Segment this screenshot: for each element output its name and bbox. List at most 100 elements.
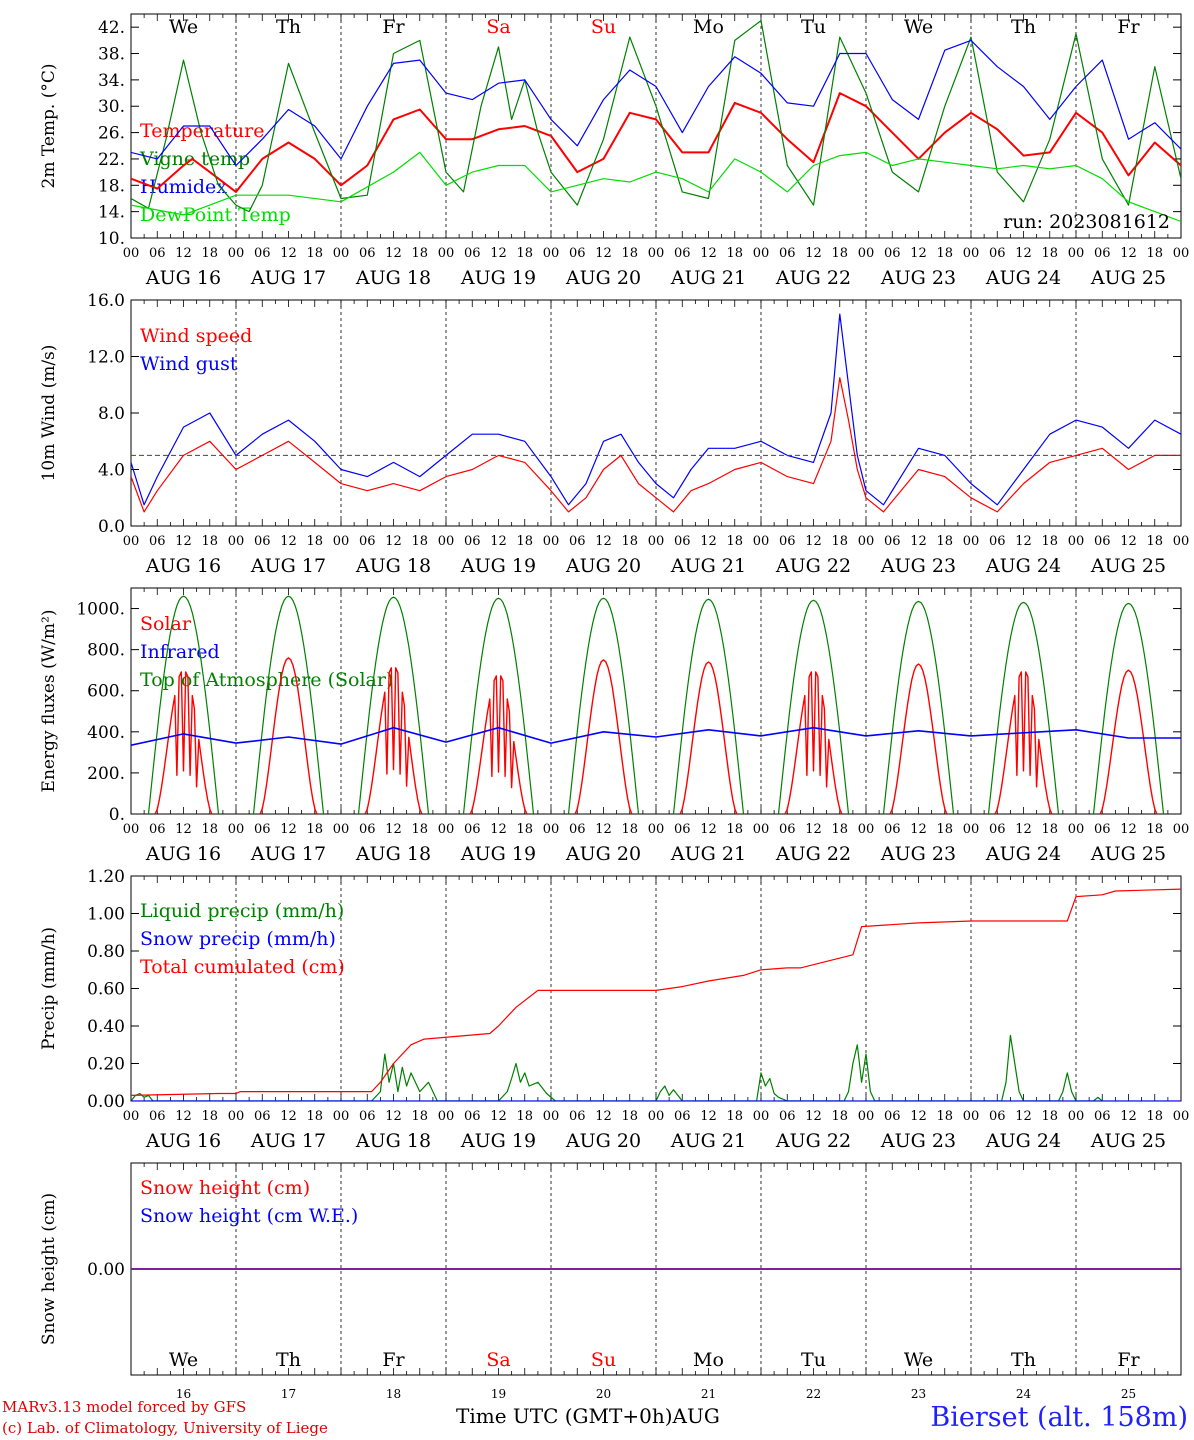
panel2-series-2 [131,313,1181,506]
panel4-hour-label: 18 [726,1109,743,1124]
panel3-solar-day-8 [889,663,948,814]
panel4-y-tick-label: 1.00 [87,905,125,925]
panel2-hour-label: 12 [175,534,192,549]
panel3-date-label: AUG 16 [145,843,221,865]
panel4-hour-label: 06 [359,1109,376,1124]
panel1-hour-label: 12 [490,246,507,261]
panel2-y-tick-label: 8.0 [98,404,125,424]
panel3-date-label: AUG 17 [250,843,326,865]
panel3-solar-day-4 [469,675,528,814]
panel4-hour-label: 18 [201,1109,218,1124]
panel3-solar-day-9 [994,671,1053,814]
panel4-hour-label: 06 [1094,1109,1111,1124]
bottom-day-number: 18 [386,1387,401,1400]
panel4-y-tick-label: 0.00 [87,1092,125,1112]
panel1-hour-label: 06 [254,246,271,261]
panel1-hour-label: 00 [648,246,665,261]
panel1-y-tick-label: 42. [98,18,125,38]
panel1-hour-label: 12 [805,246,822,261]
panel2-hour-label: 12 [805,534,822,549]
panel2-date-label: AUG 22 [775,555,851,577]
panel2-hour-label: 00 [438,534,455,549]
panel2-hour-label: 06 [884,534,901,549]
panel1-date-label: AUG 18 [355,267,431,289]
panel4-y-axis-label: Precip (mm/h) [39,927,59,1050]
panel1-hour-label: 06 [779,246,796,261]
panel3-hour-label: 12 [1120,822,1137,837]
panel4-date-label: AUG 20 [565,1130,641,1152]
panel3-hour-label: 06 [149,822,166,837]
panel4-hour-label: 06 [149,1109,166,1124]
panel5-y-tick-label: 0.00 [87,1260,125,1280]
panel2-series-1 [131,377,1181,513]
panel4-y-tick-label: 0.40 [87,1017,125,1037]
panel5-weekday-label: We [904,1349,933,1371]
panel4-hour-label: 06 [254,1109,271,1124]
panel4-y-tick-label: 0.80 [87,942,125,962]
panel3-y-tick-label: 400. [87,723,125,743]
panel1-hour-label: 00 [333,246,350,261]
panel1-hour-label: 06 [149,246,166,261]
bottom-day-number: 21 [701,1387,716,1400]
panel4-hour-label: 18 [306,1109,323,1124]
panel1-hour-label: 06 [674,246,691,261]
panel3-hour-label: 06 [884,822,901,837]
panel3-solar-day-10 [1099,669,1158,814]
panel5-weekday-label: We [169,1349,198,1371]
bottom-day-number: 20 [596,1387,611,1400]
panel3-hour-label: 12 [1015,822,1032,837]
panel2-hour-label: 00 [963,534,980,549]
panel1-hour-label: 12 [385,246,402,261]
panel2-y-tick-label: 0.0 [98,517,125,537]
panel3-infrared [131,726,1181,746]
panel3-hour-label: 12 [595,822,612,837]
panel1-hour-label: 18 [306,246,323,261]
panel3-toa-day-5 [567,597,640,814]
panel3-y-tick-label: 200. [87,764,125,784]
panel2-hour-label: 12 [595,534,612,549]
panel2-hour-label: 18 [831,534,848,549]
panel4-date-label: AUG 22 [775,1130,851,1152]
panel3-hour-label: 06 [254,822,271,837]
panel3-hour-label: 12 [490,822,507,837]
panel3-hour-label: 18 [726,822,743,837]
panel1-date-label: AUG 21 [670,267,746,289]
panel1-y-tick-label: 38. [98,45,125,65]
panel2-hour-label: 12 [1120,534,1137,549]
panel2-hour-label: 18 [1041,534,1058,549]
panel3-y-tick-label: 0. [109,805,125,825]
panel3-legend-1: Solar [140,613,192,635]
panel4-hour-label: 12 [805,1109,822,1124]
panel2-hour-label: 18 [306,534,323,549]
panel1-y-tick-label: 30. [98,97,125,117]
panel1-series-4 [131,151,1181,223]
panel2-hour-label: 06 [254,534,271,549]
panel1-date-label: AUG 16 [145,267,221,289]
panel3-hour-label: 00 [543,822,560,837]
panel4-date-label: AUG 23 [880,1130,956,1152]
panel1-hour-label: 18 [621,246,638,261]
panel2-legend-1: Wind speed [140,325,252,347]
panel3-date-label: AUG 22 [775,843,851,865]
credit-line-model: MARv3.13 model forced by GFS [2,1398,247,1416]
panel1-hour-label: 12 [280,246,297,261]
panel3-solar-day-6 [679,661,738,814]
panel5-weekday-label: Sa [486,1349,510,1371]
bottom-day-number: 19 [491,1387,506,1400]
panel1-date-label: AUG 19 [460,267,536,289]
panel4-hour-label: 00 [123,1109,140,1124]
panel4-y-tick-label: 1.20 [87,867,125,887]
panel3-hour-label: 18 [1146,822,1163,837]
panel2-hour-label: 00 [333,534,350,549]
panel1-y-tick-label: 26. [98,124,125,144]
panel1-hour-label: 12 [1120,246,1137,261]
panel4-hour-label: 18 [831,1109,848,1124]
panel1-hour-label: 00 [1068,246,1085,261]
panel2-hour-label: 18 [726,534,743,549]
panel5-weekday-label: Th [276,1349,301,1371]
panel1-hour-label: 18 [726,246,743,261]
panel3-hour-label: 00 [228,822,245,837]
panel2-hour-label: 12 [385,534,402,549]
panel1-y-tick-label: 18. [98,176,125,196]
panel4-hour-label: 06 [779,1109,796,1124]
